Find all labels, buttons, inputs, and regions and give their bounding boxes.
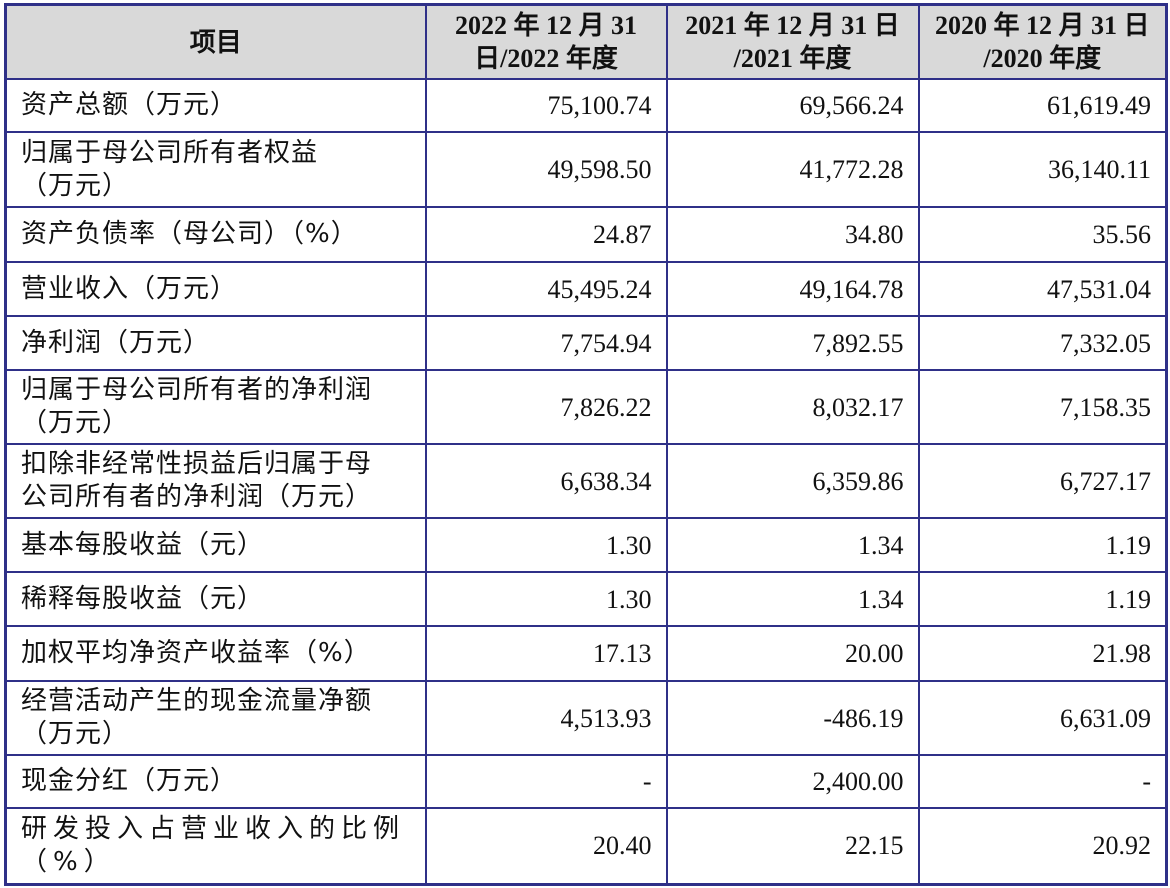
table-row: 营业收入（万元） 45,495.24 49,164.78 47,531.04 [4, 261, 1168, 317]
row-label-line: 归属于母公司所有者的净利润 [21, 375, 373, 405]
row-label: 净利润（万元） [4, 315, 427, 371]
value-2022: 75,100.74 [424, 78, 668, 133]
value-2021: 2,400.00 [665, 754, 920, 809]
value-2020: - [917, 754, 1168, 809]
table-row: 经营活动产生的现金流量净额 （万元） 4,513.93 -486.19 6,631.09 [4, 680, 1168, 756]
row-label-line: 营业收入（万元） [21, 273, 238, 304]
table-row: 归属于母公司所有者权益 （万元） 49,598.50 41,772.28 36,140.… [4, 131, 1168, 208]
row-label-line: 归属于母公司所有者权益 [21, 137, 319, 168]
table-row: 加权平均净资产收益率（%） 17.13 20.00 21.98 [4, 625, 1168, 682]
value-2021: -486.19 [665, 680, 920, 756]
row-label-line: 稀释每股收益（元） [21, 583, 265, 614]
table-row: 基本每股收益（元） 1.30 1.34 1.19 [4, 517, 1168, 573]
financial-summary-table: 项目 2022 年 12 月 31 日/2022 年度 2021 年 12 月 31 … [4, 3, 1168, 886]
header-line: 2020 年 12 月 31 日 [934, 11, 1150, 40]
row-label: 稀释每股收益（元） [4, 571, 427, 627]
value-2020: 47,531.04 [917, 261, 1168, 317]
value-2022: 4,513.93 [424, 680, 668, 756]
value-2022: 6,638.34 [424, 443, 668, 519]
row-label: 营业收入（万元） [4, 261, 427, 317]
header-2020: 2020 年 12 月 31 日/2020 年度 [917, 3, 1168, 80]
row-label: 资产负债率（母公司）（%） [4, 206, 427, 263]
header-item: 项目 [4, 3, 427, 80]
header-line: /2021 年度 [733, 44, 852, 73]
header-line: 项目 [189, 27, 242, 57]
row-label-line: 资产负债率（母公司）（%） [21, 219, 358, 249]
row-label-line: 经营活动产生的现金流量净额 [21, 686, 373, 716]
table-row: 扣除非经常性损益后归属于母 公司所有者的净利润（万元） 6,638.34 6,359.… [4, 443, 1168, 519]
row-label-line: 加权平均净资产收益率（%） [21, 638, 371, 668]
row-label-line: （%） [21, 846, 116, 877]
value-2022: 49,598.50 [424, 131, 668, 208]
value-2020: 35.56 [917, 206, 1168, 263]
row-label-line: （万元） [21, 408, 130, 438]
value-2021: 41,772.28 [665, 131, 920, 208]
row-label-line: 现金分红（万元） [21, 766, 238, 796]
value-2020: 21.98 [917, 625, 1168, 682]
row-label-line: （万元） [21, 170, 130, 201]
row-label: 基本每股收益（元） [4, 517, 427, 573]
header-row: 项目 2022 年 12 月 31 日/2022 年度 2021 年 12 月 31 … [4, 3, 1168, 80]
value-2022: 45,495.24 [424, 261, 668, 317]
value-2021: 7,892.55 [665, 315, 920, 371]
value-2021: 1.34 [665, 517, 920, 573]
value-2021: 49,164.78 [665, 261, 920, 317]
value-2020: 6,727.17 [917, 443, 1168, 519]
value-2020: 36,140.11 [917, 131, 1168, 208]
header-line: /2020 年度 [983, 44, 1102, 73]
header-line: 2021 年 12 月 31 日 [685, 11, 900, 40]
row-label-line: 扣除非经常性损益后归属于母 [21, 449, 373, 479]
header-line: 日/2022 年度 [474, 44, 618, 73]
table-row: 净利润（万元） 7,754.94 7,892.55 7,332.05 [4, 315, 1168, 371]
row-label-line: 基本每股收益（元） [21, 529, 265, 560]
header-2021: 2021 年 12 月 31 日/2021 年度 [665, 3, 920, 80]
row-label: 扣除非经常性损益后归属于母 公司所有者的净利润（万元） [4, 443, 427, 519]
row-label: 加权平均净资产收益率（%） [4, 625, 427, 682]
value-2022: - [424, 754, 668, 809]
value-2020: 6,631.09 [917, 680, 1168, 756]
table-row: 研发投入占营业收入的比例 （%） 20.40 22.15 20.92 [4, 807, 1168, 885]
row-label-line: 净利润（万元） [21, 327, 211, 358]
table-row: 归属于母公司所有者的净利润 （万元） 7,826.22 8,032.17 7,158.3… [4, 369, 1168, 445]
value-2020: 1.19 [917, 517, 1168, 573]
header-line: 2022 年 12 月 31 [454, 11, 637, 40]
table-row: 资产负债率（母公司）（%） 24.87 34.80 35.56 [4, 206, 1168, 263]
value-2022: 1.30 [424, 571, 668, 627]
value-2021: 22.15 [665, 807, 920, 885]
value-2022: 17.13 [424, 625, 668, 682]
value-2020: 20.92 [917, 807, 1168, 885]
row-label: 经营活动产生的现金流量净额 （万元） [4, 680, 427, 756]
table-row: 资产总额（万元） 75,100.74 69,566.24 61,619.49 [4, 78, 1168, 133]
value-2022: 1.30 [424, 517, 668, 573]
value-2021: 8,032.17 [665, 369, 920, 445]
value-2020: 7,332.05 [917, 315, 1168, 371]
row-label: 归属于母公司所有者权益 （万元） [4, 131, 427, 208]
value-2020: 1.19 [917, 571, 1168, 627]
value-2021: 69,566.24 [665, 78, 920, 133]
row-label: 归属于母公司所有者的净利润 （万元） [4, 369, 427, 445]
row-label-line: 公司所有者的净利润（万元） [21, 482, 373, 512]
table-row: 现金分红（万元） -2,400.00- [4, 754, 1168, 809]
value-2021: 1.34 [665, 571, 920, 627]
table-body: 资产总额（万元） 75,100.74 69,566.24 61,619.49 归属于母公… [4, 78, 1168, 885]
value-2022: 7,754.94 [424, 315, 668, 371]
value-2022: 7,826.22 [424, 369, 668, 445]
table-row: 稀释每股收益（元） 1.30 1.34 1.19 [4, 571, 1168, 627]
row-label-line: 研发投入占营业收入的比例 [21, 813, 406, 844]
value-2021: 20.00 [665, 625, 920, 682]
value-2022: 24.87 [424, 206, 668, 263]
value-2022: 20.40 [424, 807, 668, 885]
value-2020: 7,158.35 [917, 369, 1168, 445]
value-2021: 6,359.86 [665, 443, 920, 519]
row-label: 研发投入占营业收入的比例 （%） [4, 807, 427, 885]
header-2022: 2022 年 12 月 31 日/2022 年度 [424, 3, 668, 80]
row-label-line: 资产总额（万元） [21, 90, 238, 120]
value-2021: 34.80 [665, 206, 920, 263]
row-label: 资产总额（万元） [4, 78, 427, 133]
value-2020: 61,619.49 [917, 78, 1168, 133]
row-label-line: （万元） [21, 719, 130, 749]
row-label: 现金分红（万元） [4, 754, 427, 809]
